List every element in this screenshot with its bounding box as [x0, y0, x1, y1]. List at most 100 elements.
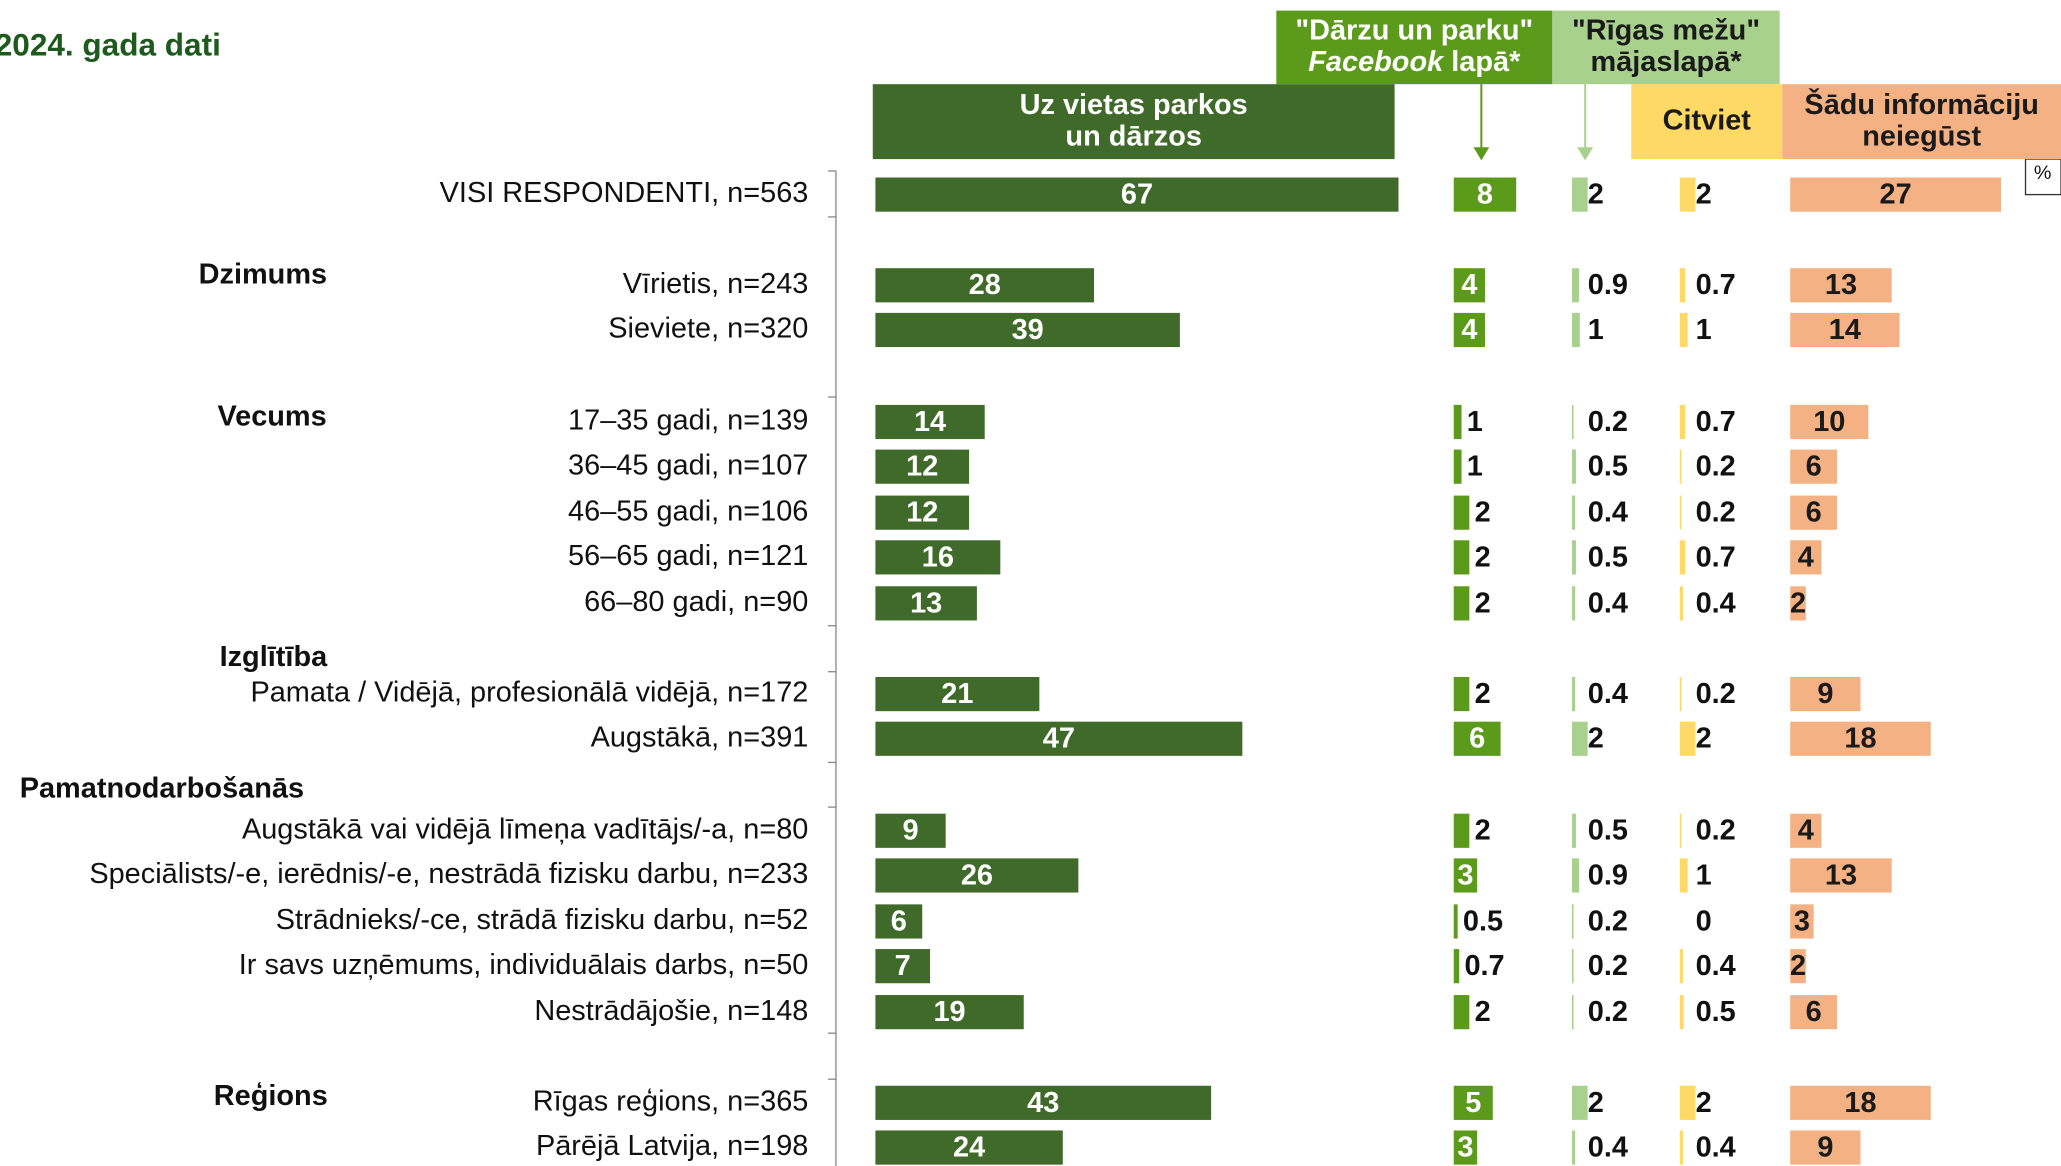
- value-label: 2: [1696, 723, 1712, 755]
- bar: [1453, 540, 1470, 575]
- group-label: Pamatnodarbošanās: [20, 773, 304, 805]
- bar: [1453, 404, 1462, 440]
- bar: [1453, 721, 1501, 756]
- header-segment: neiegūst: [1862, 120, 1981, 152]
- column-header-label: "Dārzu un parku": [1295, 14, 1533, 46]
- value-label: 67: [1121, 179, 1153, 211]
- bar: [1679, 858, 1688, 893]
- value-label: 16: [922, 541, 954, 573]
- unit-label: %: [2034, 162, 2052, 184]
- header-segment: lapā*: [1443, 46, 1521, 78]
- row-label: 66–80 gadi, n=90: [584, 586, 808, 618]
- bar: [1453, 949, 1460, 984]
- value-label: 6: [891, 905, 907, 937]
- row-label: Ir savs uzņēmums, individuālais darbs, n…: [239, 949, 809, 981]
- bar: [1453, 586, 1470, 621]
- value-label: 6: [1806, 451, 1822, 483]
- bar: [1572, 540, 1576, 575]
- bar: [1453, 449, 1462, 484]
- column-header: [1631, 84, 1783, 160]
- value-label: 2: [1588, 723, 1604, 755]
- value-label: 0.2: [1588, 905, 1628, 937]
- bar: [875, 676, 1040, 712]
- bar: [1790, 312, 1900, 348]
- group-label: Reģions: [214, 1080, 328, 1112]
- value-label: 39: [1012, 314, 1044, 346]
- bar: [1453, 1085, 1493, 1120]
- bar: [1453, 995, 1470, 1030]
- bar: [1453, 268, 1485, 303]
- bar: [875, 268, 1095, 303]
- bar: [1790, 676, 1861, 712]
- value-label: 0.5: [1588, 541, 1628, 573]
- group-label: Izglītība: [220, 641, 329, 673]
- bar: [875, 995, 1024, 1030]
- value-label: 0.4: [1696, 1131, 1736, 1163]
- value-label: 0.2: [1696, 451, 1736, 483]
- bar: [875, 1130, 1063, 1165]
- value-label: 43: [1027, 1087, 1059, 1119]
- bar: [1572, 721, 1588, 756]
- value-label: 7: [895, 950, 911, 982]
- value-label: 0.7: [1696, 269, 1736, 301]
- bar: [875, 721, 1243, 756]
- column-header: [1782, 84, 2061, 160]
- row-label: Vīrietis, n=243: [623, 268, 809, 300]
- row-label: 56–65 gadi, n=121: [568, 540, 808, 572]
- bar: [1679, 1085, 1696, 1120]
- bar: [875, 1085, 1212, 1120]
- bar: [1790, 904, 1814, 939]
- value-label: 0.7: [1696, 541, 1736, 573]
- value-label: 0.7: [1696, 406, 1736, 438]
- value-label: 3: [1457, 1131, 1473, 1163]
- bar: [1572, 312, 1580, 348]
- header-segment: Uz vietas parkos: [1020, 89, 1248, 121]
- value-label: 13: [1825, 269, 1857, 301]
- header-segment: Šādu informāciju: [1804, 87, 2039, 121]
- value-label: 2: [1475, 678, 1491, 710]
- bar: [1453, 858, 1478, 893]
- value-label: 4: [1798, 541, 1814, 573]
- value-label: 0.5: [1588, 451, 1628, 483]
- bar: [1679, 540, 1686, 575]
- bar: [1572, 404, 1574, 440]
- bar: [1572, 586, 1576, 621]
- value-label: 14: [1829, 314, 1861, 346]
- row-label: Pamata / Vidējā, profesionālā vidējā, n=…: [250, 677, 808, 709]
- row-label: Speciālists/-e, ierēdnis/-e, nestrādā fi…: [89, 858, 808, 890]
- value-label: 2: [1475, 996, 1491, 1028]
- value-label: 0.4: [1588, 497, 1628, 529]
- value-label: 4: [1461, 269, 1477, 301]
- bar: [1572, 1130, 1576, 1165]
- value-label: 0.2: [1696, 815, 1736, 847]
- bar: [1679, 1130, 1683, 1165]
- bar: [1790, 268, 1892, 303]
- value-label: 0.9: [1588, 269, 1628, 301]
- value-label: 0.5: [1463, 905, 1503, 937]
- bar: [1790, 1085, 1931, 1120]
- bar: [1790, 495, 1838, 530]
- bar: [1679, 586, 1683, 621]
- bar: [1453, 904, 1458, 939]
- column-header-label: un dārzos: [1065, 120, 1202, 152]
- value-label: 2: [1475, 541, 1491, 573]
- bar: [875, 813, 946, 848]
- value-label: 18: [1844, 1087, 1876, 1119]
- value-label: 3: [1457, 859, 1473, 891]
- value-label: 0.7: [1464, 950, 1504, 982]
- value-label: 0.2: [1588, 996, 1628, 1028]
- chart-title: 2024. gada dati: [0, 27, 221, 63]
- bar: [1453, 676, 1470, 712]
- value-label: 18: [1844, 723, 1876, 755]
- value-label: 0.2: [1588, 950, 1628, 982]
- value-label: 13: [910, 587, 942, 619]
- value-label: 9: [902, 815, 918, 847]
- bar: [1572, 449, 1576, 484]
- value-label: 0.5: [1588, 815, 1628, 847]
- value-label: 4: [1461, 314, 1477, 346]
- bar: [1572, 676, 1576, 712]
- bar: [1572, 1085, 1588, 1120]
- value-label: 2: [1696, 1087, 1712, 1119]
- bar: [1679, 949, 1683, 984]
